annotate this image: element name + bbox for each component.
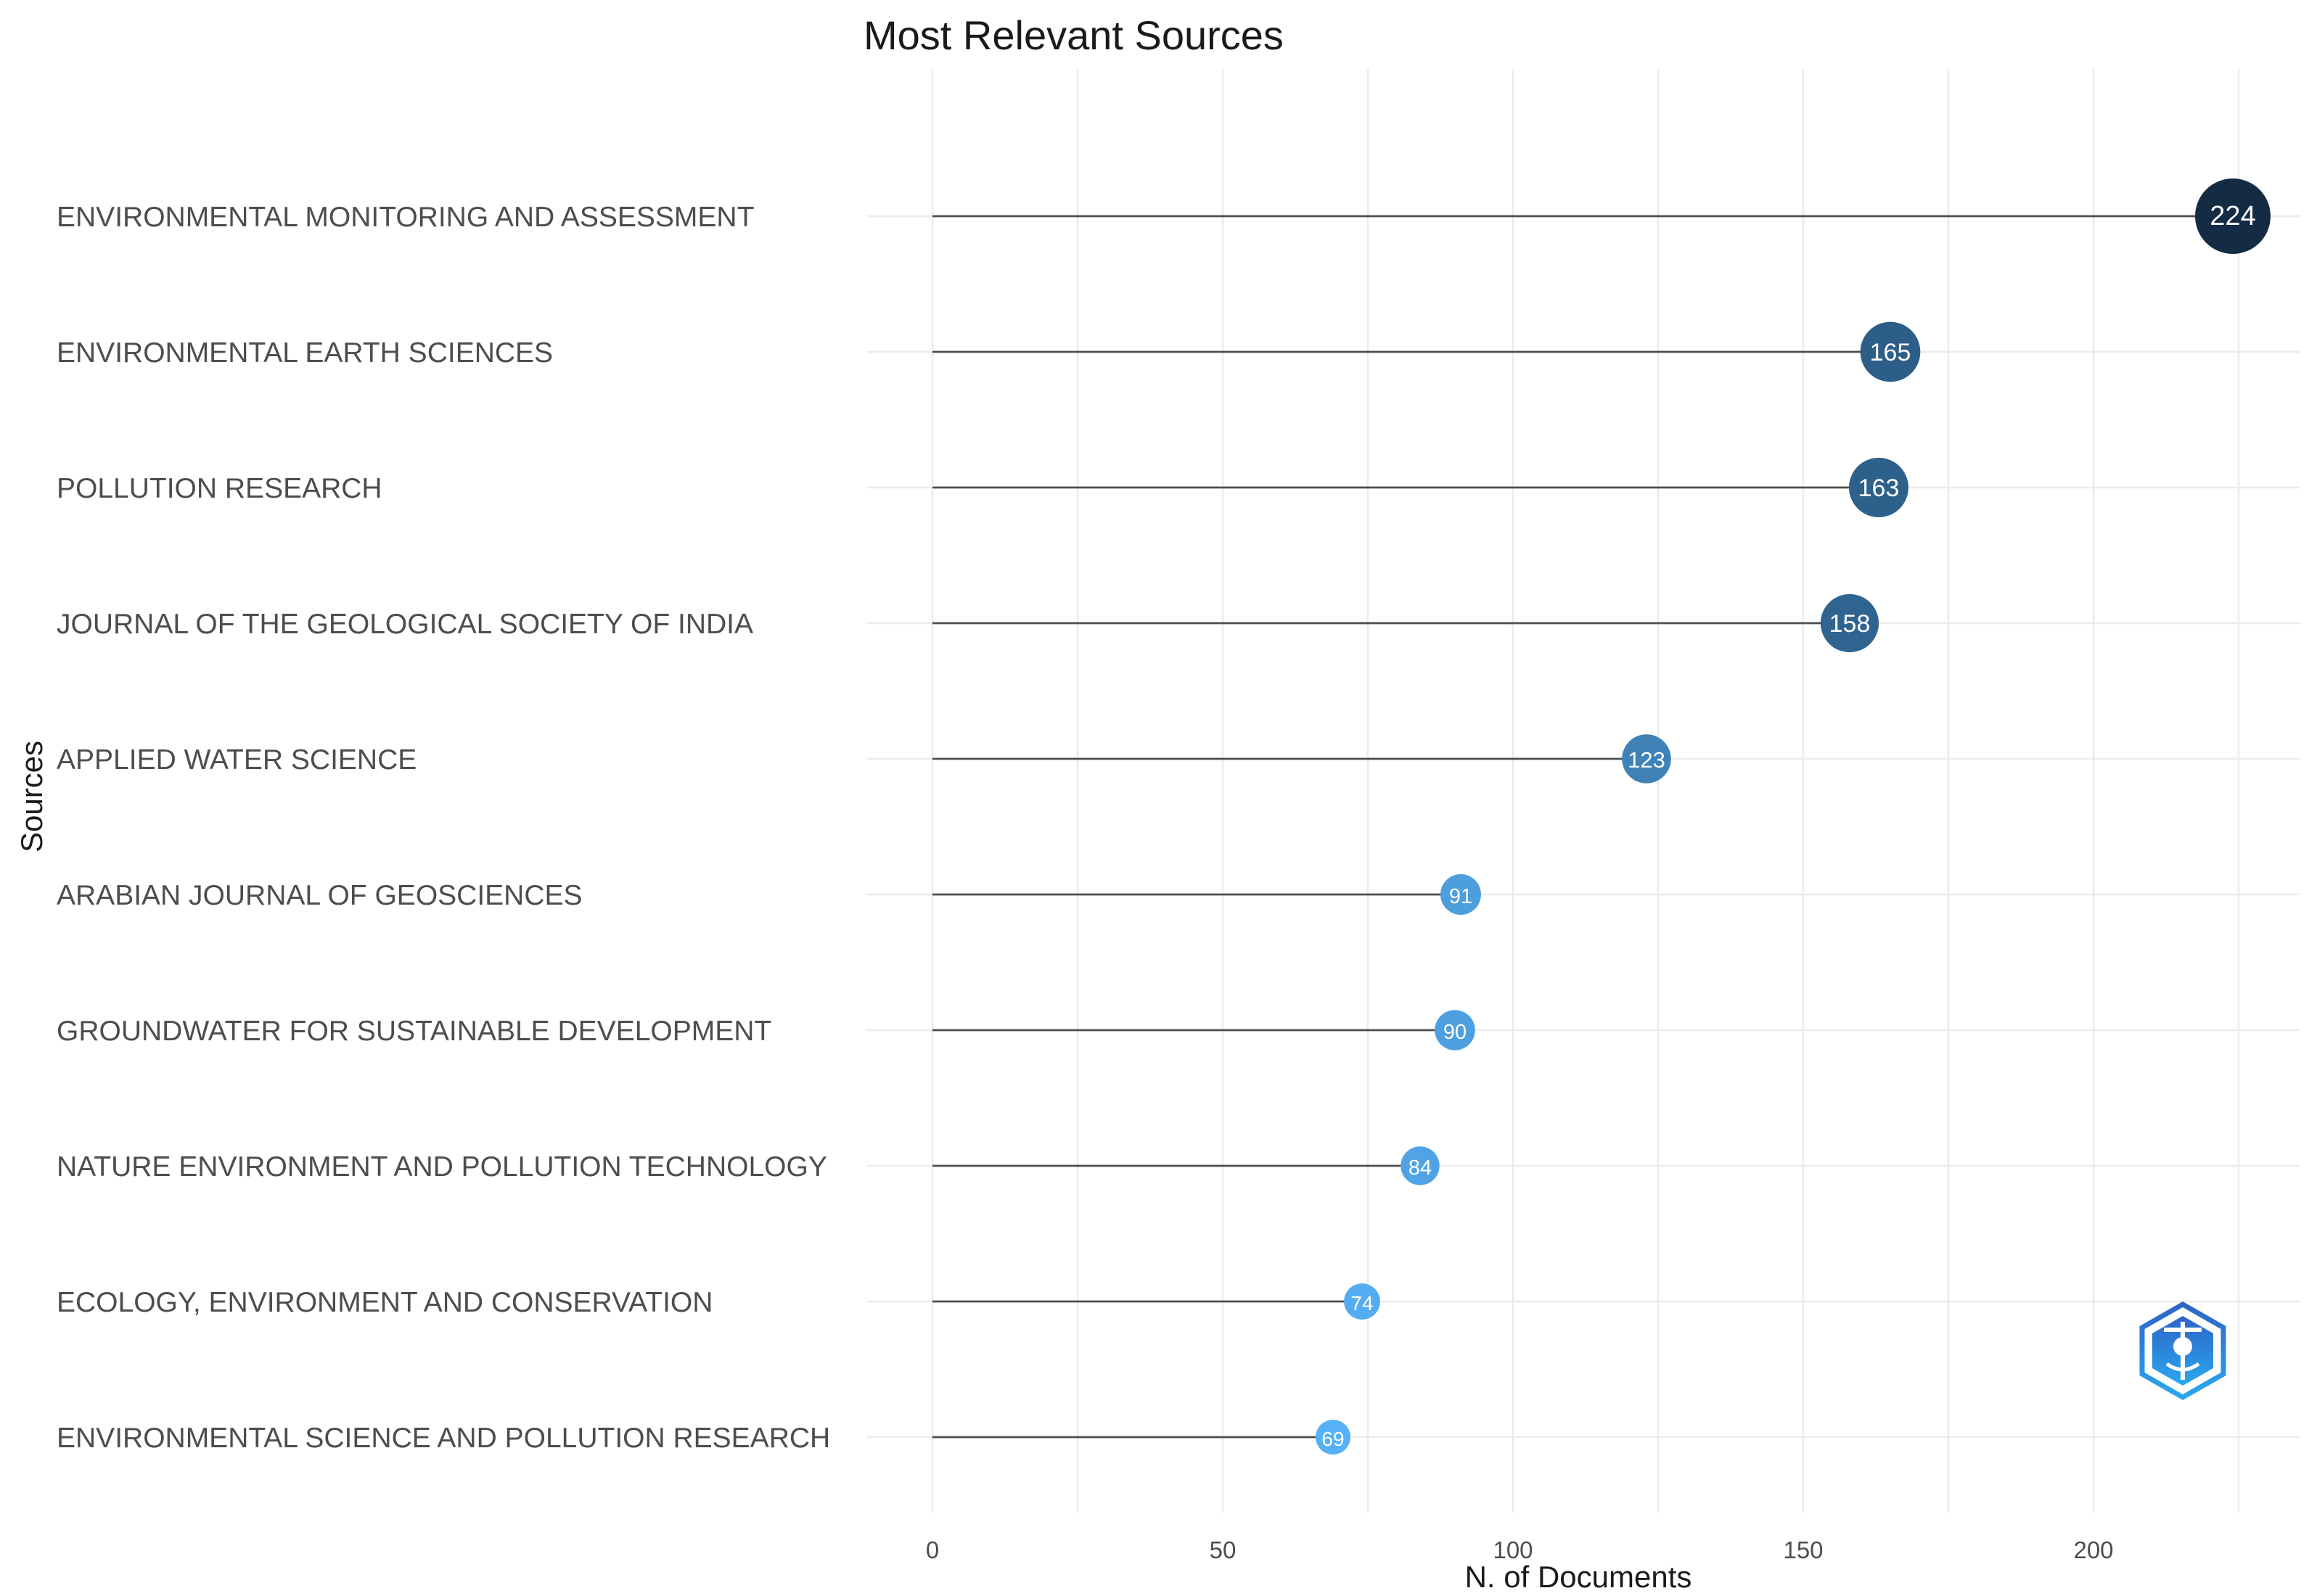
data-point bbox=[1849, 458, 1908, 517]
category-label: JOURNAL OF THE GEOLOGICAL SOCIETY OF IND… bbox=[57, 609, 753, 640]
data-point bbox=[1860, 321, 1921, 382]
x-tick-label: 50 bbox=[1210, 1537, 1237, 1563]
data-point bbox=[1316, 1420, 1350, 1455]
category-label: POLLUTION RESEARCH bbox=[57, 473, 382, 504]
chart-title: Most Relevant Sources bbox=[864, 12, 1284, 58]
y-axis-labels: ENVIRONMENTAL MONITORING AND ASSESSMENT E… bbox=[57, 202, 830, 1454]
x-tick-label: 150 bbox=[1783, 1537, 1823, 1563]
data-label: 165 bbox=[1870, 339, 1911, 366]
category-label: NATURE ENVIRONMENT AND POLLUTION TECHNOL… bbox=[57, 1151, 827, 1182]
stem-layer bbox=[932, 215, 2233, 1439]
x-tick-label: 200 bbox=[2073, 1537, 2113, 1563]
data-point bbox=[2195, 178, 2271, 254]
data-label: 84 bbox=[1408, 1156, 1432, 1180]
data-label: 224 bbox=[2210, 201, 2255, 231]
data-point bbox=[1344, 1283, 1380, 1320]
point-layer: 224 165 163 158 123 91 90 84 74 69 bbox=[1316, 178, 2271, 1455]
x-tick-label: 100 bbox=[1493, 1537, 1533, 1563]
x-tick-label: 0 bbox=[926, 1537, 939, 1563]
category-label: ARABIAN JOURNAL OF GEOSCIENCES bbox=[57, 880, 583, 911]
data-point bbox=[1401, 1146, 1440, 1185]
data-label: 74 bbox=[1350, 1292, 1373, 1315]
category-label: ECOLOGY, ENVIRONMENT AND CONSERVATION bbox=[57, 1287, 713, 1318]
data-point bbox=[1440, 874, 1481, 915]
category-label: APPLIED WATER SCIENCE bbox=[57, 744, 417, 776]
data-label: 123 bbox=[1628, 747, 1665, 773]
data-point bbox=[1820, 593, 1879, 653]
category-label: ENVIRONMENTAL EARTH SCIENCES bbox=[57, 337, 553, 369]
data-label: 90 bbox=[1443, 1021, 1467, 1044]
y-axis-title: Sources bbox=[15, 741, 49, 852]
x-axis-title: N. of Documents bbox=[1465, 1560, 1692, 1594]
data-point bbox=[1435, 1010, 1475, 1050]
data-label: 163 bbox=[1858, 474, 1900, 502]
data-label: 69 bbox=[1321, 1428, 1344, 1450]
category-label: GROUNDWATER FOR SUSTAINABLE DEVELOPMENT bbox=[57, 1016, 771, 1047]
data-label: 158 bbox=[1829, 610, 1871, 638]
category-label: ENVIRONMENTAL MONITORING AND ASSESSMENT bbox=[57, 202, 754, 233]
category-label: ENVIRONMENTAL SCIENCE AND POLLUTION RESE… bbox=[57, 1423, 830, 1454]
x-axis-ticks: 0 50 100 150 200 bbox=[926, 1537, 2114, 1563]
grid-layer bbox=[867, 69, 2300, 1513]
data-label: 91 bbox=[1449, 885, 1472, 908]
data-point bbox=[1622, 734, 1671, 783]
logo-icon bbox=[2139, 1301, 2226, 1401]
